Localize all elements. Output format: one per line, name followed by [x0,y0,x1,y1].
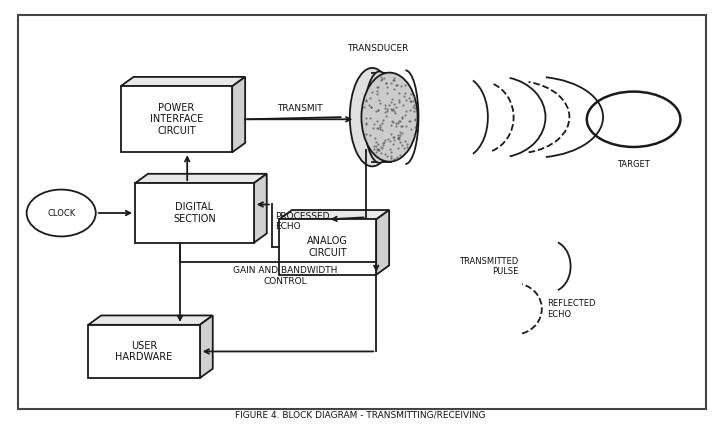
Polygon shape [232,77,245,153]
Text: TRANSMITTED
PULSE: TRANSMITTED PULSE [459,256,518,276]
Text: TRANSMIT: TRANSMIT [277,104,323,113]
Bar [89,325,200,378]
Polygon shape [376,210,389,275]
Text: POWER
INTERFACE
CIRCUIT: POWER INTERFACE CIRCUIT [150,103,203,136]
Bar [121,86,232,153]
Polygon shape [279,210,389,219]
Ellipse shape [350,68,395,167]
Text: TARGET: TARGET [617,160,650,169]
Text: CLOCK: CLOCK [47,208,76,218]
Text: GAIN AND BANDWIDTH
CONTROL: GAIN AND BANDWIDTH CONTROL [233,266,338,286]
Polygon shape [89,315,213,325]
Text: PROCESSED
ECHO: PROCESSED ECHO [276,212,330,231]
Text: ECHO: ECHO [374,137,400,146]
Polygon shape [254,174,267,243]
Polygon shape [135,174,267,183]
Text: TRANSDUCER: TRANSDUCER [347,44,409,53]
Text: REFLECTED
ECHO: REFLECTED ECHO [547,299,595,319]
Polygon shape [121,77,245,86]
Text: USER
HARDWARE: USER HARDWARE [115,341,173,362]
Text: ANALOG
CIRCUIT: ANALOG CIRCUIT [307,236,348,258]
Ellipse shape [364,72,395,163]
Bar [279,219,376,275]
Text: FIGURE 4. BLOCK DIAGRAM - TRANSMITTING/RECEIVING: FIGURE 4. BLOCK DIAGRAM - TRANSMITTING/R… [235,411,485,420]
Bar [135,183,254,243]
Ellipse shape [27,190,96,236]
Ellipse shape [361,73,418,162]
Text: DIGITAL
SECTION: DIGITAL SECTION [173,202,216,224]
Polygon shape [200,315,213,378]
